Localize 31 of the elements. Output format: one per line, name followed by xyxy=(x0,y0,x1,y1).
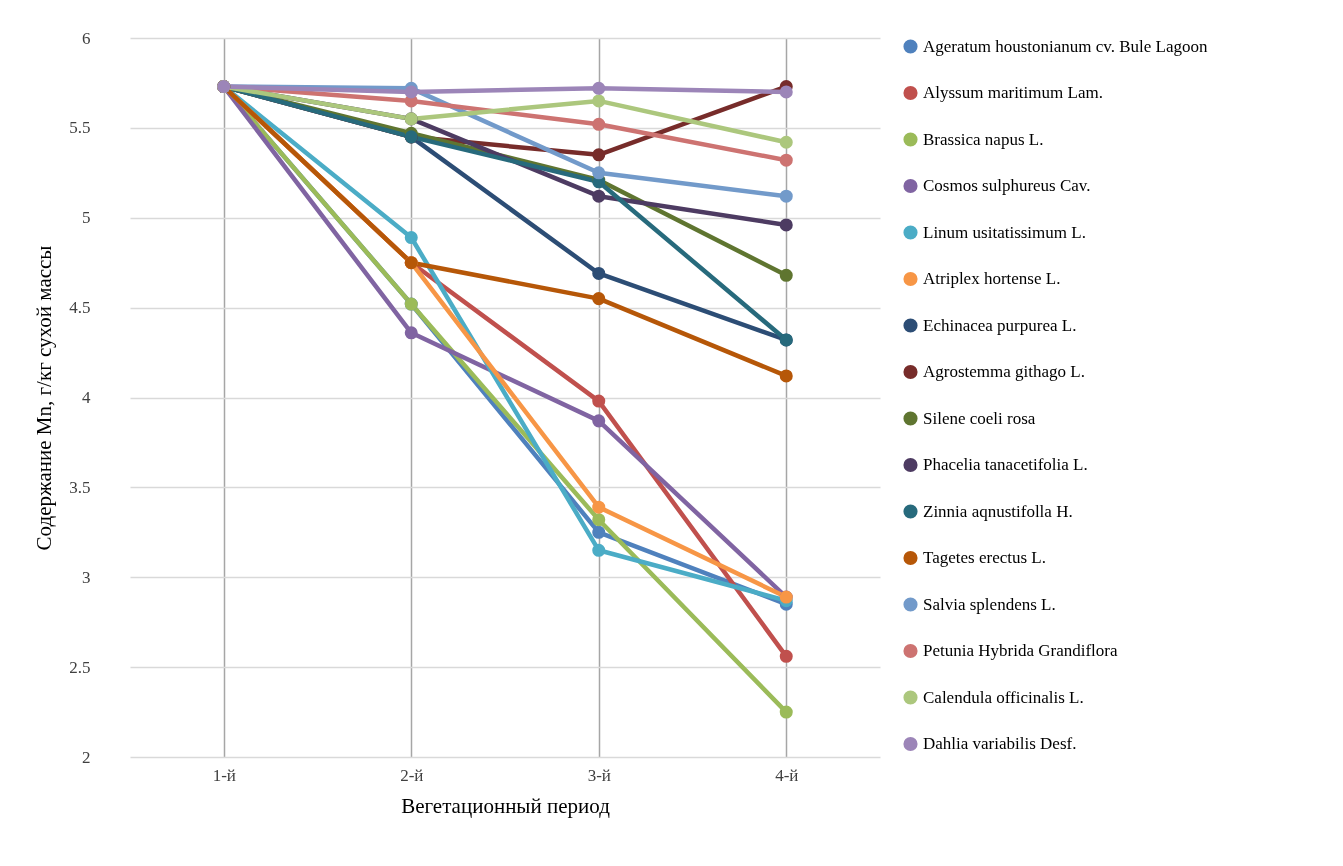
legend-label: Alyssum maritimum Lam. xyxy=(923,83,1103,102)
y-tick-label: 5.5 xyxy=(69,118,91,138)
legend-label: Echinacea purpurea L. xyxy=(923,315,1077,335)
legend-label: Ageratum houstonianum cv. Bule Lagoon xyxy=(923,36,1209,56)
y-tick-label: 3 xyxy=(82,567,91,587)
legend-label: Phacelia tanacetifolia L. xyxy=(923,455,1088,474)
y-tick-label: 2.5 xyxy=(69,657,91,677)
x-tick-label: 1-й xyxy=(212,765,236,785)
y-tick-label: 4.5 xyxy=(69,298,91,318)
legend-label: Tagetes erectus L. xyxy=(923,548,1046,567)
legend-label: Calendula officinalis L. xyxy=(923,687,1084,707)
x-axis-title: Вегетационный период xyxy=(401,793,611,818)
legend-label: Zinnia aqnustifolla H. xyxy=(923,501,1073,521)
y-tick-label: 2 xyxy=(82,747,91,767)
y-axis-title: Содержание Mn, г/кг сухой массы xyxy=(32,245,57,551)
legend-label: Dahlia variabilis Desf. xyxy=(923,734,1077,753)
x-tick-label: 3-й xyxy=(587,765,611,785)
y-tick-label: 5 xyxy=(82,208,91,228)
legend-label: Atriplex hortense L. xyxy=(923,269,1061,288)
legend-label: Silene coeli rosa xyxy=(923,408,1036,428)
x-tick-label: 4-й xyxy=(775,765,799,785)
x-tick-label: 2-й xyxy=(400,765,424,785)
y-tick-label: 3.5 xyxy=(69,477,91,497)
legend-label: Salvia splendens L. xyxy=(923,594,1056,614)
legend-label: Brassica napus L. xyxy=(923,129,1044,149)
legend-label: Linum usitatissimum L. xyxy=(923,222,1086,242)
y-tick-label: 4 xyxy=(82,388,91,407)
legend-label: Agrostemma githago L. xyxy=(923,362,1085,381)
legend-label: Petunia Hybrida Grandiflora xyxy=(923,641,1118,660)
y-tick-label: 6 xyxy=(82,28,91,48)
legend-label: Cosmos sulphureus Cav. xyxy=(923,176,1091,195)
